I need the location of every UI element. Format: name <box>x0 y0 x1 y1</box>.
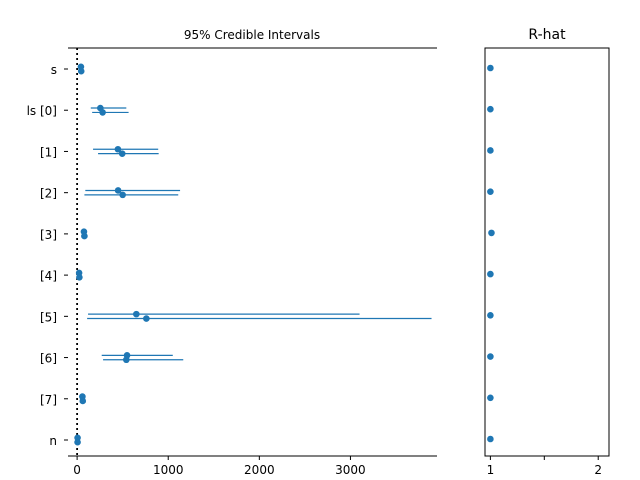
rhat-point <box>487 394 494 402</box>
y-tick-label: [1] <box>40 145 57 159</box>
mean-point <box>114 187 122 194</box>
mean-point <box>118 150 126 157</box>
interval-marks <box>74 63 432 446</box>
mean-point <box>81 232 88 240</box>
intervals-y-tick-labels: s ls [0] [1] [2] [3] [4] [5] [6] [7] n <box>27 63 68 448</box>
y-tick-label: [6] <box>40 352 57 366</box>
rhat-point <box>487 147 494 154</box>
mean-point <box>74 438 81 446</box>
intervals-x-axis: 0 1000 2000 3000 <box>73 456 366 477</box>
rhat-point <box>487 64 494 72</box>
rhat-point <box>487 353 494 360</box>
rhat-point <box>487 188 494 195</box>
intervals-panel: 95% Credible Intervals s ls [0] [1] [2] [3] [… <box>27 28 437 477</box>
rhat-point <box>487 270 494 278</box>
y-tick-label: [4] <box>40 269 57 283</box>
y-tick-label: [3] <box>40 228 57 242</box>
mean-point <box>114 145 122 153</box>
mean-point <box>123 356 130 364</box>
y-tick-label: ls [0] <box>27 104 57 118</box>
x-tick-label: 3000 <box>335 463 366 477</box>
rhat-frame <box>484 47 610 457</box>
x-tick-label: 1000 <box>153 463 184 477</box>
rhat-point <box>487 312 494 319</box>
x-tick-label: 0 <box>73 463 81 477</box>
y-tick-label: n <box>49 434 57 448</box>
y-tick-label: [7] <box>40 393 57 407</box>
mean-point <box>99 109 106 116</box>
rhat-x-tick-label: 2 <box>594 463 602 477</box>
rhat-x-tick-label: 1 <box>487 463 495 477</box>
y-tick-label: s <box>51 63 57 77</box>
intervals-title: 95% Credible Intervals <box>184 28 320 42</box>
mean-point <box>76 274 83 281</box>
mean-point <box>143 315 150 322</box>
rhat-point <box>488 229 495 237</box>
mean-point <box>119 191 126 199</box>
y-tick-label: [2] <box>40 187 57 201</box>
y-tick-label: [5] <box>40 310 57 324</box>
rhat-title: R-hat <box>528 27 566 43</box>
mean-point <box>133 310 140 318</box>
rhat-points <box>487 64 495 443</box>
rhat-point <box>487 435 494 443</box>
mean-point <box>77 67 85 75</box>
x-tick-label: 2000 <box>244 463 275 477</box>
rhat-point <box>487 105 494 113</box>
mean-point <box>79 397 87 405</box>
